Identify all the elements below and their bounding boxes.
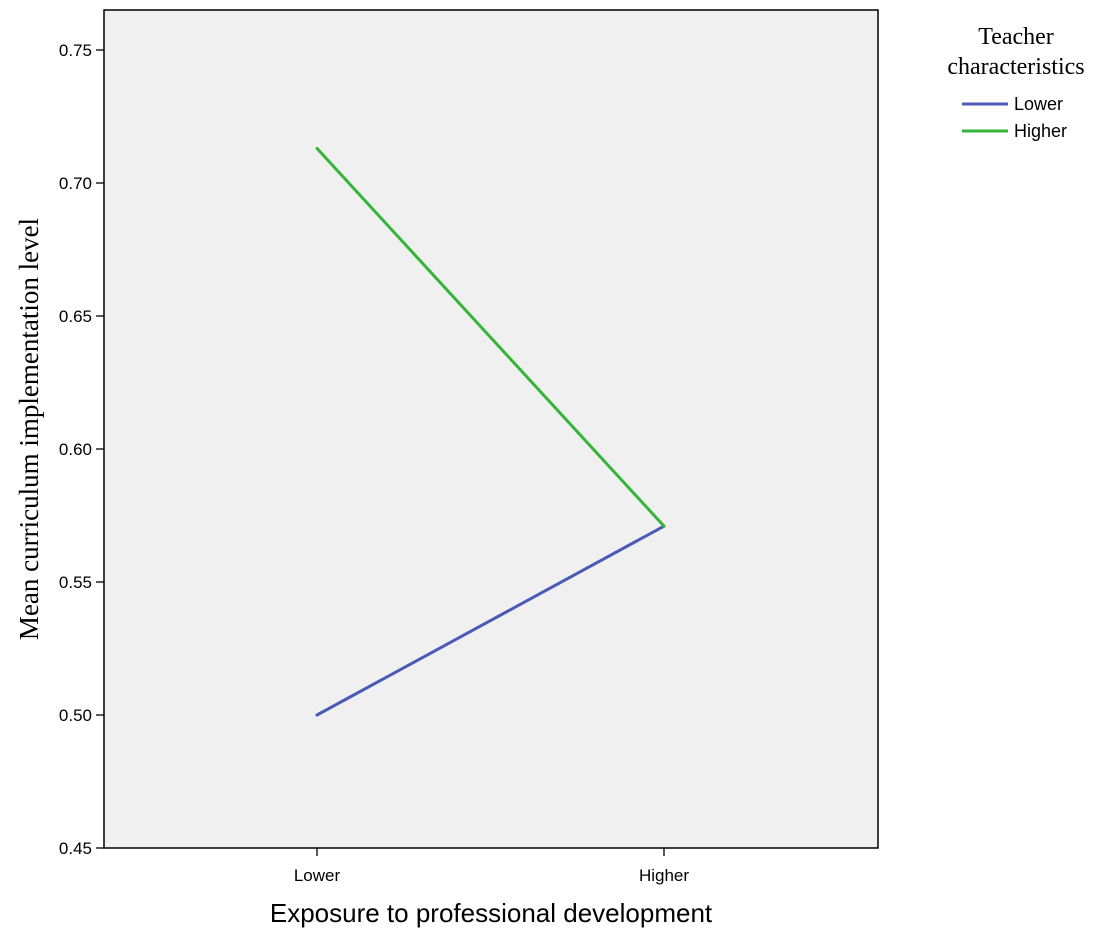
- series-lines: [315, 146, 666, 717]
- y-tick-label: 0.55: [59, 573, 92, 592]
- y-axis-ticks: 0.45 0.50 0.55 0.60 0.65 0.70 0.75: [59, 41, 104, 858]
- legend: Teacher characteristics Lower Higher: [947, 24, 1084, 141]
- y-tick-label: 0.50: [59, 706, 92, 725]
- series-line-lower: [315, 524, 666, 717]
- y-tick-label: 0.65: [59, 307, 92, 326]
- x-axis-ticks: Lower Higher: [294, 848, 689, 885]
- x-axis-title: Exposure to professional development: [270, 898, 713, 928]
- legend-title-line2: characteristics: [947, 54, 1084, 80]
- y-tick-label: 0.60: [59, 440, 92, 459]
- plot-area: [103, 9, 879, 849]
- legend-title-line1: Teacher: [978, 24, 1054, 50]
- legend-label-higher: Higher: [1014, 121, 1067, 141]
- y-tick-label: 0.45: [59, 839, 92, 858]
- legend-items: Lower Higher: [962, 94, 1067, 141]
- y-tick-label: 0.70: [59, 174, 92, 193]
- legend-label-lower: Lower: [1014, 94, 1063, 114]
- x-tick-label: Lower: [294, 866, 341, 885]
- x-tick-label: Higher: [639, 866, 689, 885]
- y-tick-label: 0.75: [59, 41, 92, 60]
- y-axis-title: Mean curriculum implementation level: [14, 218, 44, 640]
- series-line-higher: [315, 146, 666, 528]
